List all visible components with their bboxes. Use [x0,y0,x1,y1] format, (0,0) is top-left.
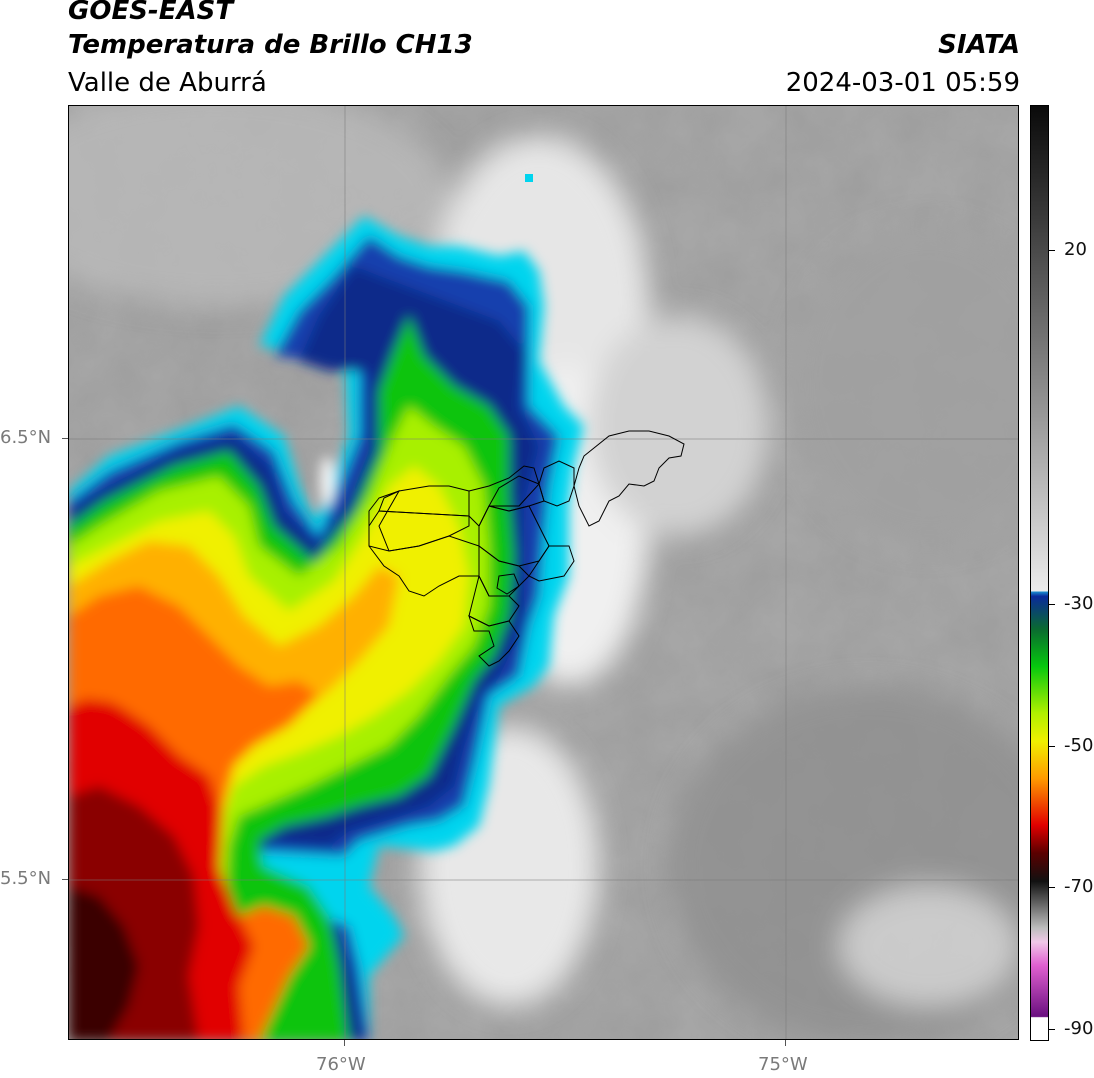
colorbar [1030,105,1049,1041]
timestamp-label: 2024-03-01 05:59 [785,68,1020,98]
cloud-core [69,886,139,1039]
lon-tick-1 [344,1040,345,1046]
cb-label-m30: -30 [1064,593,1094,614]
lat-tick-2 [62,879,68,880]
cloud-warm-hole [320,456,334,506]
municipal-boundaries [368,430,685,667]
cb-label-m90: -90 [1064,1018,1094,1039]
lat-label-1: 6.5°N [0,427,52,448]
region-subtitle: Valle de Aburrá [68,68,267,98]
lat-label-2: 5.5°N [0,868,52,889]
lat-tick-1 [62,438,68,439]
satellite-title: GOES-EAST [68,0,234,26]
cb-tick-20 [1049,250,1055,251]
cb-label-20: 20 [1064,239,1087,260]
cb-tick-m70 [1049,887,1055,888]
product-title: Temperatura de Brillo CH13 [68,30,473,60]
graticule [69,106,1018,1039]
colorbar-svg [1031,106,1048,1040]
lon-tick-2 [785,1040,786,1046]
cb-label-m50: -50 [1064,735,1094,756]
lon-label-1: 76°W [316,1054,366,1075]
cloud-layer [69,216,584,1039]
cloud-speck [525,174,533,182]
satellite-map[interactable] [68,105,1019,1040]
cb-tick-m90 [1049,1029,1055,1030]
cb-label-m70: -70 [1064,876,1094,897]
lon-label-2: 75°W [758,1054,808,1075]
map-svg [69,106,1018,1039]
agency-label: SIATA [938,30,1020,60]
cb-tick-m50 [1049,746,1055,747]
cloud-orange-spot [79,651,119,701]
cb-tick-m30 [1049,604,1055,605]
